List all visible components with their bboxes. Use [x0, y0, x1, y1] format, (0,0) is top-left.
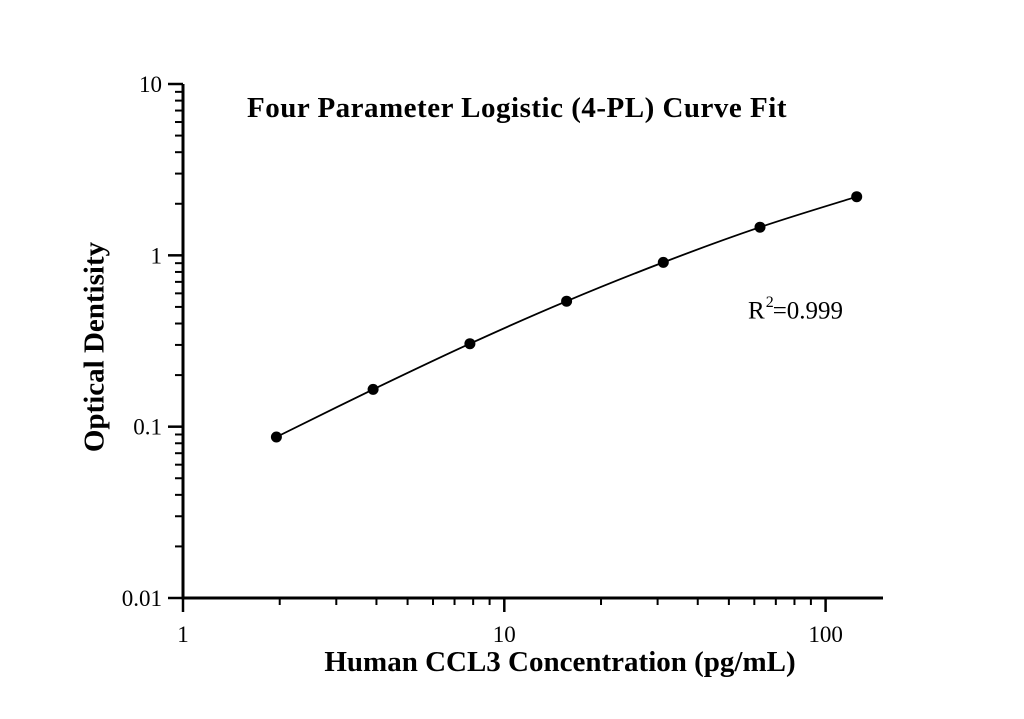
- x-axis-label: Human CCL3 Concentration (pg/mL): [324, 646, 796, 678]
- x-tick-label: 1: [177, 622, 189, 647]
- r-squared-superscript: 2: [765, 294, 774, 311]
- chart-title: Four Parameter Logistic (4-PL) Curve Fit: [247, 92, 787, 124]
- y-axis-label: Optical Dentisity: [78, 241, 111, 453]
- y-tick-label: 0.01: [122, 586, 162, 611]
- y-tick-label: 0.1: [133, 415, 162, 440]
- data-point: [367, 383, 379, 395]
- data-point: [657, 256, 669, 268]
- data-point: [851, 191, 863, 203]
- r-squared-base: R: [748, 297, 765, 325]
- x-tick-label: 10: [493, 622, 516, 647]
- data-point: [464, 338, 476, 350]
- y-tick-label: 10: [139, 72, 162, 97]
- r-squared-annotation: R2=0.999: [748, 294, 844, 325]
- data-point: [754, 221, 766, 233]
- data-point: [561, 295, 573, 307]
- data-point: [270, 431, 282, 443]
- y-tick-label: 1: [151, 243, 163, 268]
- x-tick-label: 100: [808, 622, 843, 647]
- r-squared-value: =0.999: [772, 297, 844, 325]
- axis-lines: [181, 84, 883, 600]
